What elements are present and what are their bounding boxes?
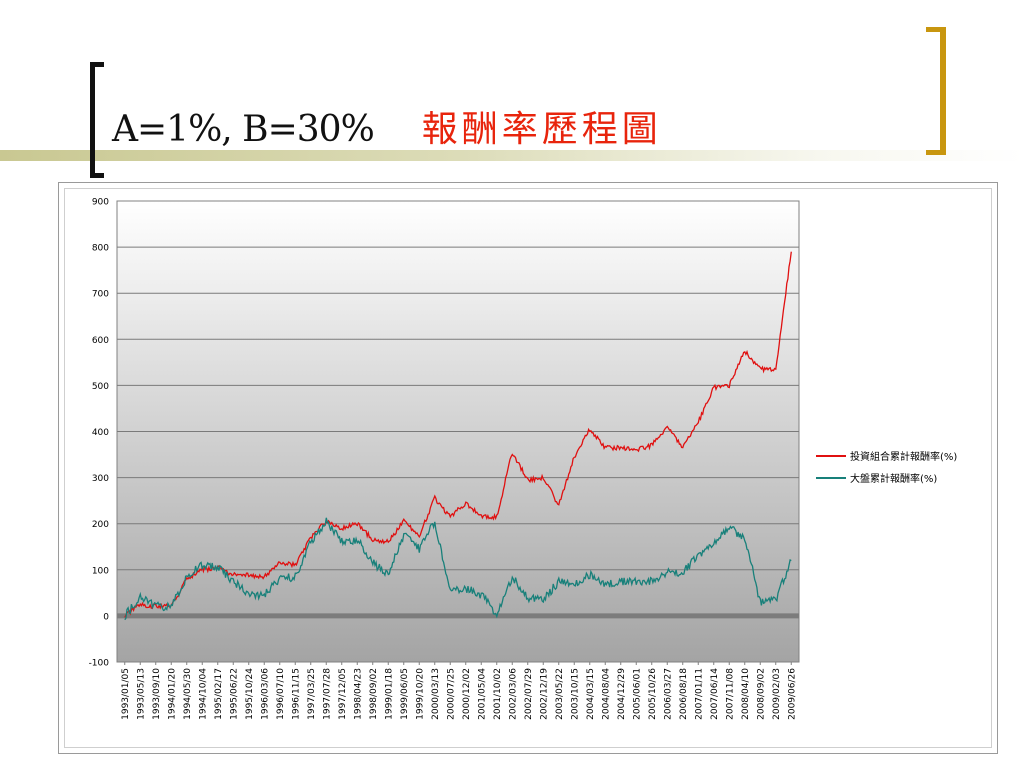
x-tick-label: 1994/10/04 xyxy=(198,668,208,720)
x-tick-label: 1994/05/30 xyxy=(183,668,193,720)
x-tick-label: 2004/03/15 xyxy=(586,668,596,720)
x-tick-label: 1996/07/10 xyxy=(276,668,286,720)
legend: 投資組合累計報酬率(%) 大盤累計報酬率(%) xyxy=(816,450,957,485)
x-tick-label: 1997/03/25 xyxy=(307,668,317,720)
title-underline-band xyxy=(0,150,1024,161)
x-tick-label: 2007/01/11 xyxy=(694,668,704,720)
y-tick-label: 200 xyxy=(92,520,109,530)
x-tick-label: 2000/03/13 xyxy=(431,668,441,720)
x-tick-label: 1993/05/13 xyxy=(136,668,146,720)
x-tick-label: 2001/10/02 xyxy=(493,668,503,720)
legend-label-portfolio: 投資組合累計報酬率(%) xyxy=(850,450,957,463)
x-tick-label: 2007/06/14 xyxy=(710,668,720,720)
x-tick-label: 2009/06/26 xyxy=(787,668,797,720)
x-tick-label: 2002/07/29 xyxy=(524,668,534,720)
portfolio-return-line xyxy=(124,251,792,618)
x-tick-label: 2006/08/18 xyxy=(679,668,689,720)
x-tick-label: 1996/11/15 xyxy=(291,668,301,720)
y-axis-tick-labels: 900 800 700 600 500 400 300 200 100 0 -100 xyxy=(89,198,110,669)
x-tick-label: 2006/03/27 xyxy=(663,668,673,720)
x-tick-label: 1997/12/05 xyxy=(338,668,348,720)
x-tick-label: 2008/09/02 xyxy=(756,668,766,720)
x-tick-label: 1993/01/05 xyxy=(121,668,131,720)
title-chinese: 報酬率歷程圖 xyxy=(421,109,662,150)
x-tick-label: 1997/07/28 xyxy=(322,668,332,720)
x-tick-label: 2001/05/04 xyxy=(477,668,487,720)
left-bracket-decoration xyxy=(90,62,104,178)
y-tick-label: 700 xyxy=(92,290,109,300)
series-lines xyxy=(124,251,792,621)
x-tick-label: 2007/11/08 xyxy=(725,668,735,720)
title-parameters: A=1%, B=30% xyxy=(112,109,375,150)
x-tick-label: 2000/12/02 xyxy=(462,668,472,720)
x-tick-label: 2000/07/25 xyxy=(446,668,456,720)
x-tick-label: 1995/06/22 xyxy=(229,668,239,720)
x-tick-label: 1995/10/24 xyxy=(245,668,255,720)
y-tick-label: 900 xyxy=(92,198,109,208)
x-tick-label: 1998/04/23 xyxy=(353,668,363,720)
market-return-line xyxy=(124,517,792,621)
x-axis-tick-labels: 1993/01/05 1993/05/13 1993/09/10 1994/01/20… xyxy=(121,662,797,720)
right-bracket-decoration xyxy=(926,27,946,155)
x-tick-label: 1999/10/20 xyxy=(415,668,425,720)
chart-inner-border xyxy=(64,188,992,748)
y-tick-label: 300 xyxy=(92,474,109,484)
y-tick-label: 600 xyxy=(92,336,109,346)
y-tick-label: 800 xyxy=(92,244,109,254)
x-tick-label: 2009/02/03 xyxy=(772,668,782,720)
y-tick-label: 100 xyxy=(92,566,109,576)
x-tick-label: 1994/01/20 xyxy=(167,668,177,720)
x-tick-label: 1996/03/06 xyxy=(260,668,270,720)
y-tick-label: 0 xyxy=(103,612,109,622)
x-tick-label: 2002/12/19 xyxy=(539,668,549,720)
slide-title: A=1%, B=30% 報酬率歷程圖 xyxy=(112,106,662,154)
x-tick-label: 2002/03/06 xyxy=(508,668,518,720)
x-tick-label: 1995/02/17 xyxy=(214,668,224,720)
x-tick-label: 2004/12/29 xyxy=(617,668,627,720)
x-tick-label: 2005/06/01 xyxy=(632,668,642,720)
x-tick-label: 1998/09/02 xyxy=(369,668,379,720)
y-tick-label: 500 xyxy=(92,382,109,392)
x-tick-label: 2003/05/22 xyxy=(555,668,565,720)
x-tick-label: 2008/04/10 xyxy=(741,668,751,720)
x-tick-label: 2004/08/04 xyxy=(601,668,611,720)
x-tick-label: 2003/10/15 xyxy=(570,668,580,720)
y-tick-label: -100 xyxy=(89,659,110,669)
x-tick-label: 1993/09/10 xyxy=(152,668,162,720)
y-tick-label: 400 xyxy=(92,428,109,438)
x-tick-label: 1999/06/05 xyxy=(400,668,410,720)
x-tick-label: 2005/10/26 xyxy=(648,668,658,720)
legend-label-market: 大盤累計報酬率(%) xyxy=(850,472,937,485)
x-tick-label: 1999/01/18 xyxy=(384,668,394,720)
